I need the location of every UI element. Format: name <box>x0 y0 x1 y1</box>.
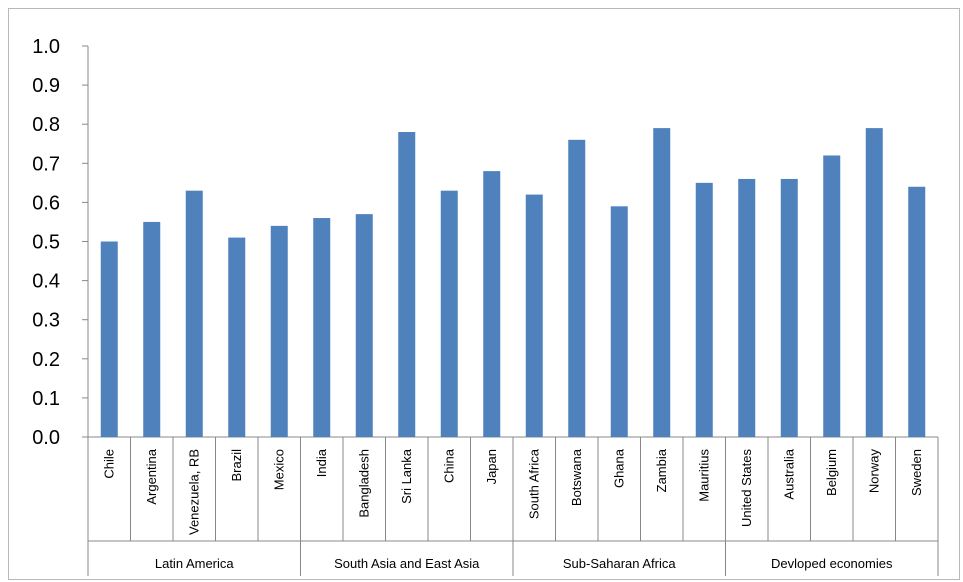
category-label: Brazil <box>229 449 244 482</box>
y-tick-label: 0.0 <box>32 427 60 449</box>
y-tick-label: 0.8 <box>32 114 60 136</box>
bar-chile <box>100 241 118 437</box>
y-tick-label: 0.5 <box>32 232 60 254</box>
category-label: Sweden <box>909 449 924 496</box>
bar-bangladesh <box>355 214 373 437</box>
bar-ghana <box>610 206 628 437</box>
bar-venezuela-rb <box>185 190 203 437</box>
bar-australia <box>780 178 798 437</box>
group-label: Devloped economies <box>771 556 893 571</box>
bar-mauritius <box>695 182 713 437</box>
category-label: United States <box>739 449 754 528</box>
chart-axes <box>82 45 939 576</box>
y-tick-label: 0.7 <box>32 153 60 175</box>
category-label: Norway <box>866 449 881 494</box>
bar-south-africa <box>525 194 543 437</box>
category-label: Japan <box>484 449 499 484</box>
bar-china <box>440 190 458 437</box>
chart-labels: 0.0 0.1 0.2 0.3 0.4 0.5 0.6 0.7 0.8 0.9 1.0 Chile Ar… <box>32 36 924 571</box>
category-label: Zambia <box>654 448 669 492</box>
y-tick-label: 0.2 <box>32 349 60 371</box>
y-tick-label: 0.3 <box>32 310 60 332</box>
category-label: Mauritius <box>696 449 711 502</box>
bar-india <box>313 218 331 437</box>
bar-zambia <box>653 128 671 438</box>
chart-bars <box>100 128 926 438</box>
category-label: China <box>441 448 456 483</box>
y-tick-label: 1.0 <box>32 36 60 58</box>
category-label: South Africa <box>526 448 541 519</box>
y-tick-label: 0.9 <box>32 75 60 97</box>
category-label: Chile <box>101 449 116 479</box>
y-tick-label: 0.1 <box>32 388 60 410</box>
bar-belgium <box>823 155 841 438</box>
bar-argentina <box>143 221 161 437</box>
group-label: South Asia and East Asia <box>334 556 480 571</box>
bar-botswana <box>568 139 586 437</box>
category-label: Argentina <box>144 448 159 504</box>
bar-sri-lanka <box>398 132 416 437</box>
bar-sweden <box>908 186 926 437</box>
category-label: Sri Lanka <box>399 448 414 504</box>
category-label: Venezuela, RB <box>186 449 201 535</box>
category-label: Bangladesh <box>356 449 371 518</box>
bar-norway <box>865 128 883 438</box>
y-tick-label: 0.4 <box>32 271 60 293</box>
category-label: Belgium <box>824 449 839 496</box>
bar-mexico <box>270 225 288 437</box>
bar-brazil <box>228 237 246 437</box>
group-label: Sub-Saharan Africa <box>563 556 677 571</box>
category-label: Mexico <box>271 449 286 490</box>
category-label: Australia <box>781 448 796 499</box>
group-label: Latin America <box>155 556 235 571</box>
category-label: India <box>314 448 329 477</box>
y-tick-label: 0.6 <box>32 192 60 214</box>
bar-united-states <box>738 178 756 437</box>
category-label: Botswana <box>569 448 584 506</box>
category-label: Ghana <box>611 448 626 488</box>
bar-japan <box>483 171 501 437</box>
